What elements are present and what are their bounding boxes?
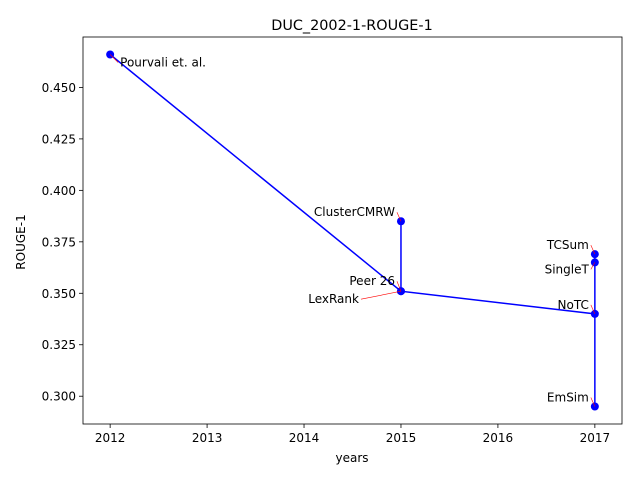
annotation-arrow	[360, 290, 402, 300]
y-tick-label: 0.300	[42, 390, 76, 404]
x-tick-label: 2017	[580, 431, 611, 445]
annotation-arrow	[590, 304, 596, 314]
plot-area: 2012 2013 2014 2015 2016 2017 0.300 0.325 0.350…	[42, 36, 623, 445]
y-tick-label: 0.425	[42, 132, 76, 146]
annotation-arrow	[590, 397, 596, 407]
point-label: Peer 26	[349, 274, 395, 288]
x-axis: 2012 2013 2014 2015 2016 2017	[95, 424, 610, 445]
point-label: NoTC	[558, 298, 589, 312]
y-tick-label: 0.400	[42, 184, 76, 198]
annotation-arrow	[396, 212, 402, 222]
y-tick-label: 0.375	[42, 235, 76, 249]
y-tick-label: 0.450	[42, 81, 76, 95]
x-axis-label: years	[335, 451, 368, 465]
annotations: Pourvali et. al. ClusterCMRW Peer 26 LexRan…	[109, 54, 596, 407]
point-label: SingleT	[545, 262, 590, 276]
annotation-arrow	[109, 54, 119, 63]
point-label: Pourvali et. al.	[120, 55, 206, 69]
y-axis-label: ROUGE-1	[14, 214, 28, 269]
x-tick-label: 2014	[289, 431, 320, 445]
x-tick-label: 2016	[483, 431, 514, 445]
point-label: TCSum	[546, 238, 589, 252]
annotation-arrow	[590, 245, 596, 255]
annotation-arrow	[396, 281, 402, 292]
y-axis: 0.300 0.325 0.350 0.375 0.400 0.425 0.450	[42, 81, 83, 404]
chart-title: DUC_2002-1-ROUGE-1	[271, 18, 432, 34]
point-label: LexRank	[308, 292, 359, 306]
y-tick-label: 0.325	[42, 338, 76, 352]
y-tick-label: 0.350	[42, 287, 76, 301]
x-tick-label: 2012	[95, 431, 126, 445]
point-label: EmSim	[547, 391, 589, 405]
point-label: ClusterCMRW	[314, 205, 395, 219]
x-tick-label: 2013	[192, 431, 223, 445]
axes-frame	[82, 36, 623, 425]
x-tick-label: 2015	[386, 431, 417, 445]
annotation-arrow	[590, 262, 596, 270]
